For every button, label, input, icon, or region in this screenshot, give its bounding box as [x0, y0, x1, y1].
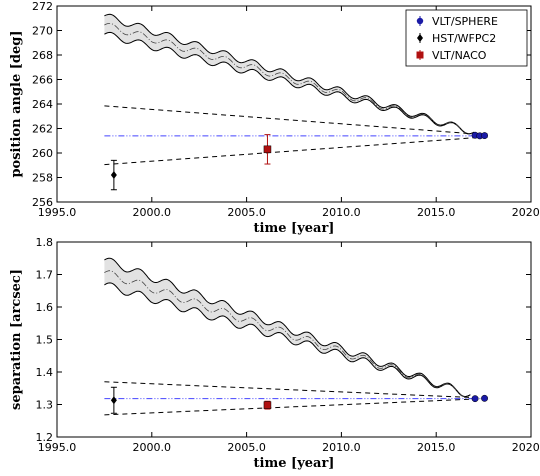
y-axis-label: position angle [deg] [9, 30, 24, 177]
panel-position-angle: 1995.0 2000.0 2005.0 2010.0 2015.0 2020.0 256 2… [9, 0, 540, 236]
y-tick-label: 1.2 [36, 431, 54, 444]
x-tick-label: 2005.0 [227, 441, 266, 454]
x-tick-label: 2000.0 [133, 441, 172, 454]
data-point [481, 394, 488, 402]
y-tick-label: 1.7 [36, 269, 54, 282]
data-point [263, 145, 272, 154]
y-tick-label: 258 [32, 172, 53, 185]
y-tick-label: 266 [32, 74, 53, 87]
orbit-mid-line [104, 22, 475, 135]
legend-label: VLT/SPHERE [432, 15, 498, 28]
x-tick-label: 2020.0 [512, 206, 540, 219]
y-axis-label: separation [arcsec] [9, 269, 24, 410]
orbit-upper-line [104, 257, 471, 398]
x-axis-label: time [year] [254, 456, 335, 471]
x-tick-label: 1995.0 [38, 206, 77, 219]
x-tick-label: 2020.0 [512, 441, 540, 454]
data-point [471, 395, 479, 403]
panel-separation: 1995.0 2000.0 2005.0 2010.0 2015.0 2020.0 1.2 1… [9, 236, 540, 471]
y-tick-label: 264 [32, 98, 53, 111]
orbit-mid-line [104, 270, 471, 398]
x-tick-label: 2005.0 [227, 206, 266, 219]
dashed-line [104, 381, 484, 399]
legend-marker [416, 51, 424, 59]
data-point [481, 132, 488, 140]
legend: VLT/SPHERE HST/WFPC2 VLT/NACO [405, 9, 528, 67]
x-tick-label: 2010.0 [322, 206, 361, 219]
y-tick-label: 1.4 [36, 366, 54, 379]
legend-marker [417, 34, 423, 42]
x-tick-label: 2015.0 [417, 441, 456, 454]
orbit-band [104, 258, 471, 397]
orbit-lower-line [104, 282, 471, 398]
y-tick-label: 272 [32, 0, 53, 13]
dashed-line [104, 398, 484, 416]
x-tick-label: 1995.0 [38, 441, 77, 454]
y-tick-label: 270 [32, 25, 53, 38]
x-tick-label: 2000.0 [133, 206, 172, 219]
x-tick-label: 2015.0 [417, 206, 456, 219]
y-tick-label: 1.6 [36, 301, 54, 314]
orbit-band [104, 14, 475, 134]
data-point [263, 401, 272, 409]
x-tick-label: 2010.0 [322, 441, 361, 454]
y-tick-label: 256 [32, 196, 53, 209]
orbit-upper-line [104, 13, 475, 135]
legend-label: VLT/NACO [432, 49, 487, 62]
legend-label: HST/WFPC2 [432, 32, 496, 45]
y-tick-label: 1.5 [36, 334, 54, 347]
y-tick-label: 1.3 [36, 399, 54, 412]
y-tick-label: 262 [32, 123, 53, 136]
y-tick-label: 1.8 [36, 236, 54, 249]
y-tick-label: 268 [32, 49, 53, 62]
orbit-lower-line [104, 31, 475, 135]
y-tick-label: 260 [32, 147, 53, 160]
data-point [110, 171, 117, 180]
x-axis-label: time [year] [254, 221, 335, 236]
data-point [110, 396, 117, 405]
dashed-line [104, 105, 484, 136]
dashed-line [104, 136, 484, 166]
legend-marker [416, 17, 424, 25]
legend-box [405, 9, 528, 67]
